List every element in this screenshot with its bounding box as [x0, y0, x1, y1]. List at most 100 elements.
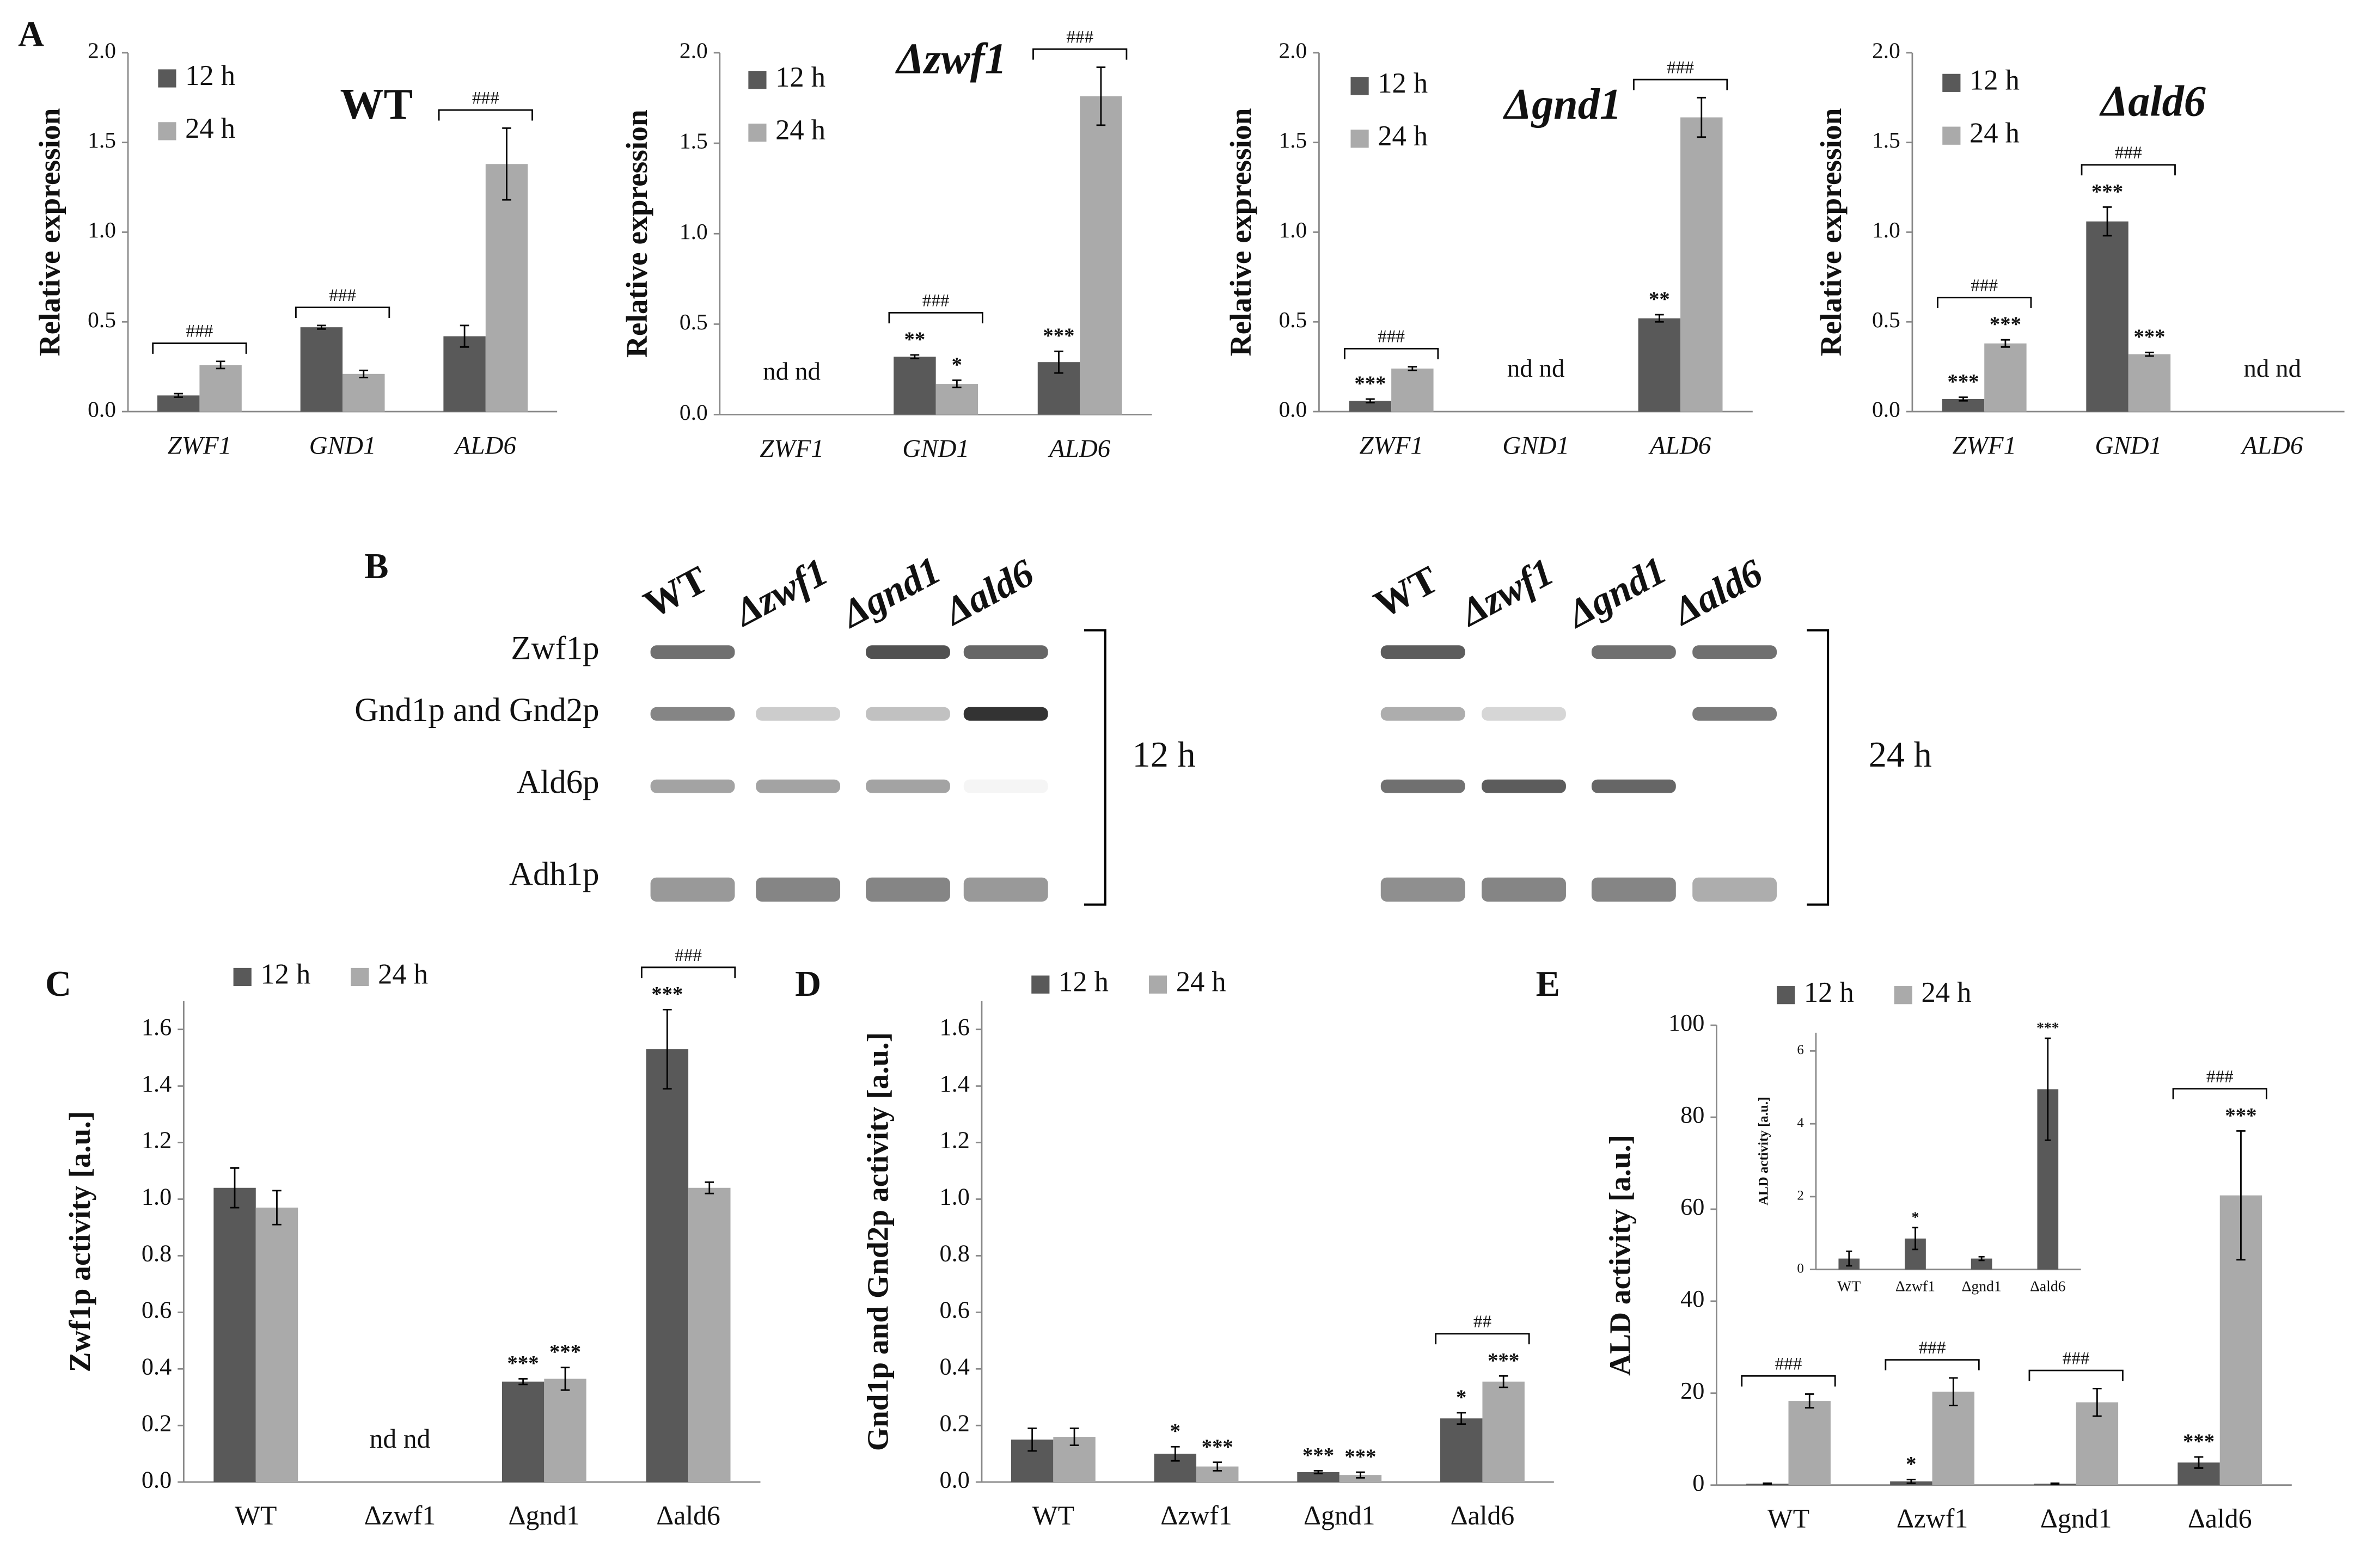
legend-label: 12 h — [1969, 64, 2020, 96]
legend-label: 24 h — [775, 114, 825, 146]
y-tick-label: 1.5 — [1872, 127, 1900, 152]
x-tick-label: Δzwf1 — [364, 1500, 436, 1530]
blot-band — [866, 707, 950, 721]
blot-band — [1692, 877, 1777, 902]
legend-label: 12 h — [185, 60, 235, 91]
bar — [1080, 96, 1122, 415]
blot-band — [866, 779, 950, 793]
y-tick-label: 0 — [1692, 1469, 1704, 1496]
bracket — [152, 342, 247, 354]
legend-label: 12 h — [260, 959, 310, 990]
error-bar — [1096, 66, 1106, 126]
bar — [485, 164, 528, 412]
y-axis-label: Gnd1p and Gnd2p activity [a.u.] — [861, 1032, 894, 1451]
y-tick-label: 0.0 — [1279, 397, 1307, 422]
y-tick-label: 0.2 — [940, 1410, 970, 1436]
significance-label: * — [1912, 1208, 1919, 1225]
x-tick-label: ZWF1 — [1952, 431, 2016, 460]
bracket — [1632, 78, 1728, 90]
blot-band — [963, 645, 1048, 659]
protein-label: Ald6p — [517, 764, 600, 801]
bar — [1440, 1418, 1483, 1483]
significance-label: * — [1170, 1419, 1180, 1443]
y-tick-label: 0.5 — [680, 309, 708, 334]
y-tick-label: 4 — [1797, 1116, 1804, 1130]
error-bar — [502, 127, 511, 201]
error-bar — [1959, 396, 1968, 402]
y-tick-label: 1.6 — [142, 1014, 172, 1040]
not-detected-label: nd nd — [1507, 354, 1565, 383]
significance-label: *** — [2091, 180, 2123, 203]
legend-label: 24 h — [1378, 120, 1428, 152]
y-tick-label: 2.0 — [1872, 38, 1900, 63]
blot-band — [650, 645, 735, 659]
bracket-label: ## — [1473, 1312, 1491, 1332]
error-bar — [1356, 1471, 1365, 1479]
legend-swatch — [1350, 130, 1369, 148]
bar — [1349, 401, 1392, 412]
blot-band — [1591, 645, 1676, 659]
bar — [688, 1187, 731, 1483]
chart-title: WT — [340, 80, 413, 128]
y-tick-label: 1.0 — [88, 217, 116, 242]
bar — [1680, 117, 1723, 412]
blot-band — [1380, 707, 1465, 721]
bar — [213, 1187, 256, 1483]
bracket-label: ### — [1066, 27, 1093, 47]
y-tick-label: 20 — [1680, 1377, 1704, 1404]
bracket — [2081, 164, 2176, 176]
legend-swatch — [1894, 986, 1912, 1004]
y-tick-label: 1.4 — [142, 1070, 172, 1097]
y-tick-label: 0 — [1797, 1261, 1803, 1276]
bar — [199, 365, 242, 412]
bracket-label: ### — [1919, 1338, 1946, 1358]
bracket — [1344, 348, 1439, 359]
bar — [2086, 221, 2128, 412]
y-tick-label: 1.0 — [680, 219, 708, 244]
x-tick-label: Δald6 — [2188, 1504, 2252, 1534]
significance-label: *** — [2225, 1104, 2256, 1127]
not-detected-label: nd nd — [2243, 354, 2301, 383]
legend-label: 12 h — [1059, 966, 1109, 997]
y-axis-label: Relative expression — [620, 109, 653, 358]
error-bar — [1912, 1227, 1918, 1251]
significance-label: *** — [2183, 1430, 2215, 1453]
significance-label: *** — [1043, 324, 1074, 347]
bracket-label: ### — [1378, 327, 1405, 347]
bar — [894, 357, 936, 415]
error-bar — [910, 354, 920, 359]
error-bar — [230, 1167, 240, 1209]
bracket — [1885, 1359, 1980, 1371]
y-tick-label: 0.8 — [142, 1240, 172, 1267]
lane-label: WT — [1367, 558, 1445, 627]
error-bar — [2145, 351, 2154, 357]
error-bar — [1498, 1375, 1508, 1388]
chart-title: Δald6 — [2099, 77, 2206, 125]
bar — [646, 1049, 689, 1483]
bar — [2128, 354, 2171, 412]
error-bar — [2001, 339, 2010, 348]
blot-band — [1482, 779, 1566, 793]
error-bar — [174, 393, 183, 399]
panel-label: E — [1536, 964, 1560, 1004]
significance-label: * — [1456, 1386, 1466, 1409]
legend-swatch — [1942, 74, 1961, 92]
error-bar — [2093, 1387, 2102, 1417]
significance-label: *** — [1488, 1349, 1519, 1372]
blot-band — [1591, 877, 1676, 902]
y-tick-label: 1.4 — [940, 1070, 970, 1097]
lane-label: Δzwf1 — [726, 549, 835, 635]
legend-swatch — [1031, 975, 1050, 994]
y-tick-label: 0.0 — [1872, 397, 1900, 422]
legend-label: 24 h — [378, 959, 428, 990]
y-tick-label: 1.2 — [940, 1127, 970, 1154]
y-tick-label: 1.5 — [88, 127, 116, 152]
y-tick-label: 100 — [1668, 1009, 1704, 1036]
blot-band — [866, 645, 950, 659]
bracket-label: ### — [329, 285, 356, 305]
y-tick-label: 0.0 — [680, 400, 708, 425]
x-tick-label: ALD6 — [454, 431, 517, 460]
y-tick-label: 1.0 — [142, 1184, 172, 1210]
error-bar — [1978, 1255, 1985, 1261]
y-axis-label: Relative expression — [33, 108, 66, 357]
